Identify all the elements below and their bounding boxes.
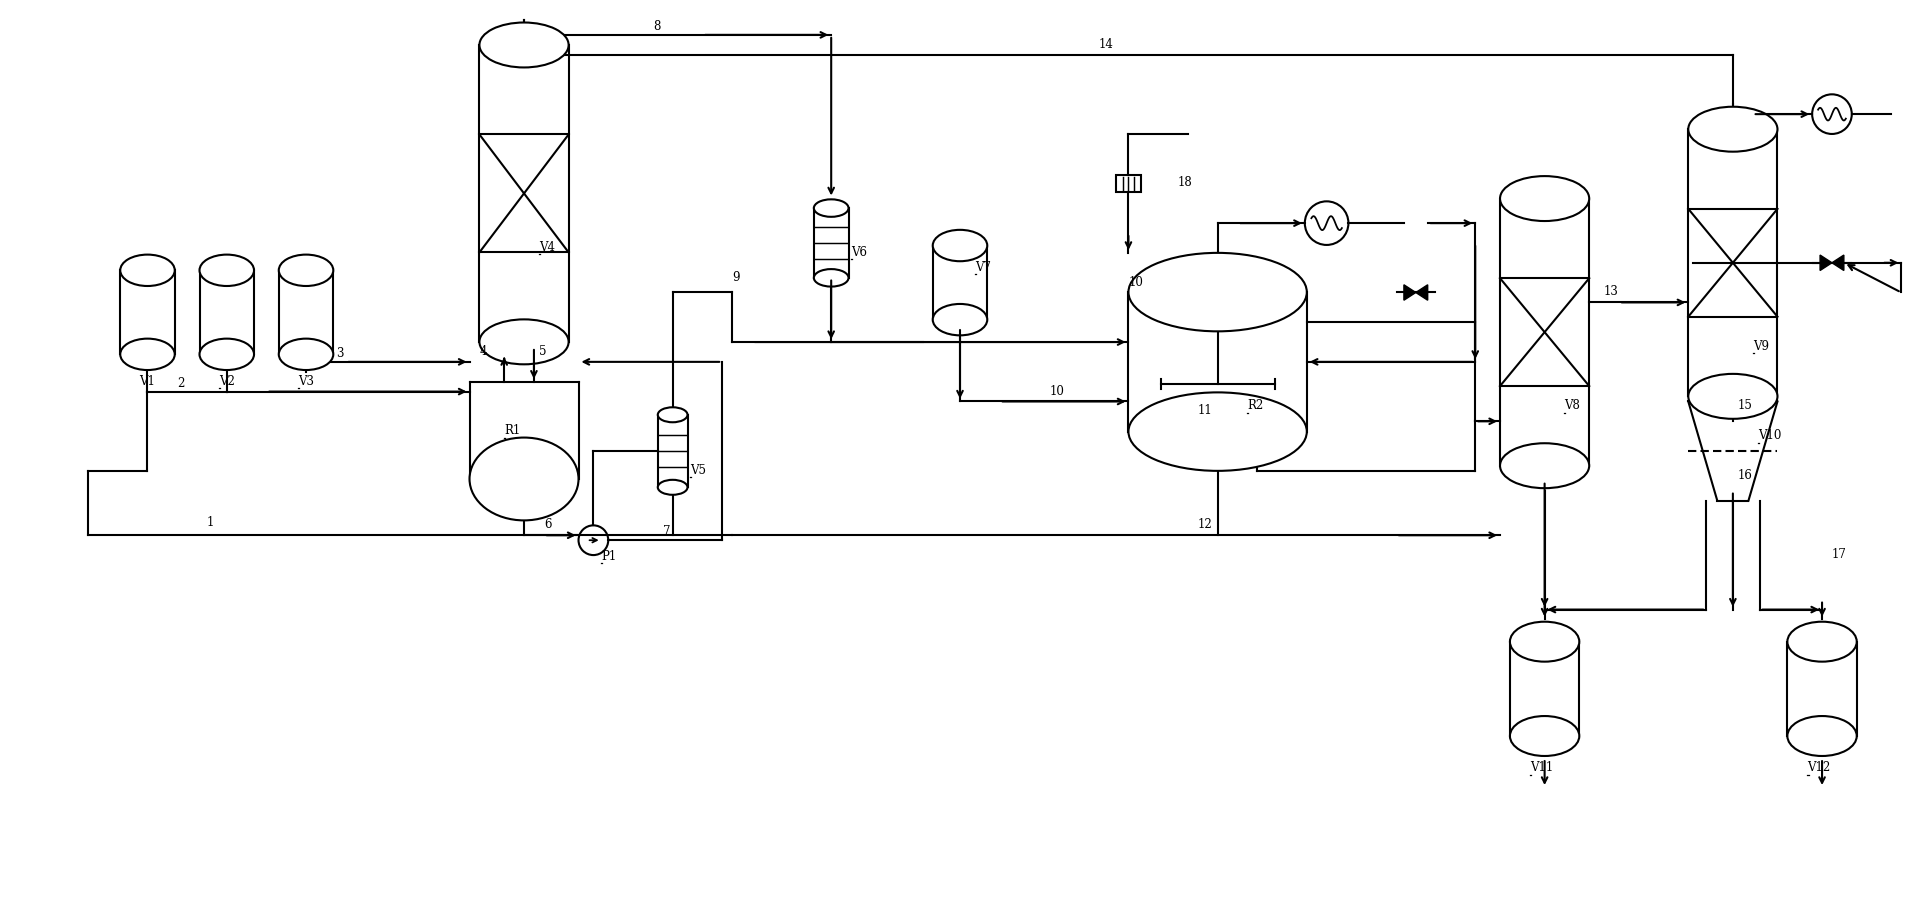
- Text: V9: V9: [1752, 340, 1769, 353]
- Text: V4: V4: [540, 241, 555, 253]
- Ellipse shape: [480, 320, 569, 365]
- Ellipse shape: [121, 339, 175, 371]
- Ellipse shape: [657, 408, 688, 423]
- Text: 11: 11: [1199, 404, 1212, 417]
- Text: 3: 3: [336, 346, 344, 360]
- Text: 9: 9: [732, 271, 740, 283]
- Text: 4: 4: [480, 344, 486, 357]
- Polygon shape: [1833, 256, 1844, 271]
- Text: V12: V12: [1808, 761, 1831, 773]
- Text: R2: R2: [1247, 399, 1264, 412]
- Ellipse shape: [1787, 622, 1858, 662]
- Text: V3: V3: [298, 374, 315, 387]
- Ellipse shape: [1689, 374, 1777, 419]
- Text: 12: 12: [1199, 517, 1212, 531]
- Text: 13: 13: [1604, 285, 1619, 298]
- Text: V2: V2: [219, 374, 234, 387]
- Ellipse shape: [815, 200, 849, 218]
- Text: 2: 2: [177, 376, 184, 389]
- Text: 1: 1: [207, 516, 215, 528]
- Text: V5: V5: [690, 464, 707, 476]
- Ellipse shape: [1787, 716, 1858, 756]
- Text: 10: 10: [1049, 384, 1064, 397]
- Ellipse shape: [1128, 253, 1306, 332]
- Ellipse shape: [815, 270, 849, 287]
- Text: 6: 6: [544, 517, 551, 531]
- Text: V1: V1: [140, 374, 156, 387]
- Polygon shape: [1404, 285, 1416, 301]
- Text: 14: 14: [1099, 37, 1114, 51]
- Polygon shape: [1819, 256, 1833, 271]
- Ellipse shape: [934, 304, 987, 336]
- Text: V6: V6: [851, 246, 866, 259]
- Text: 5: 5: [540, 344, 546, 357]
- Text: 16: 16: [1739, 468, 1752, 481]
- Polygon shape: [1416, 285, 1427, 301]
- Text: 10: 10: [1128, 275, 1143, 288]
- Text: R1: R1: [503, 424, 521, 436]
- Text: 7: 7: [663, 525, 670, 537]
- Text: V8: V8: [1564, 399, 1581, 412]
- Ellipse shape: [934, 230, 987, 262]
- Ellipse shape: [200, 255, 254, 287]
- Ellipse shape: [279, 255, 332, 287]
- Ellipse shape: [480, 24, 569, 68]
- Ellipse shape: [1500, 177, 1589, 221]
- Bar: [1116, 176, 1141, 193]
- Text: V10: V10: [1758, 429, 1781, 442]
- Ellipse shape: [469, 438, 578, 521]
- Ellipse shape: [279, 339, 332, 371]
- Ellipse shape: [1500, 444, 1589, 488]
- Ellipse shape: [657, 480, 688, 496]
- Ellipse shape: [1128, 393, 1306, 471]
- Ellipse shape: [1510, 622, 1579, 662]
- Text: V11: V11: [1529, 761, 1552, 773]
- Ellipse shape: [200, 339, 254, 371]
- Ellipse shape: [1689, 107, 1777, 152]
- Text: 8: 8: [653, 20, 661, 33]
- Text: 15: 15: [1739, 399, 1752, 412]
- Text: P1: P1: [601, 549, 617, 562]
- Text: 18: 18: [1178, 176, 1193, 189]
- Ellipse shape: [1510, 716, 1579, 756]
- Text: 17: 17: [1833, 548, 1846, 560]
- Text: V7: V7: [974, 261, 991, 273]
- Ellipse shape: [121, 255, 175, 287]
